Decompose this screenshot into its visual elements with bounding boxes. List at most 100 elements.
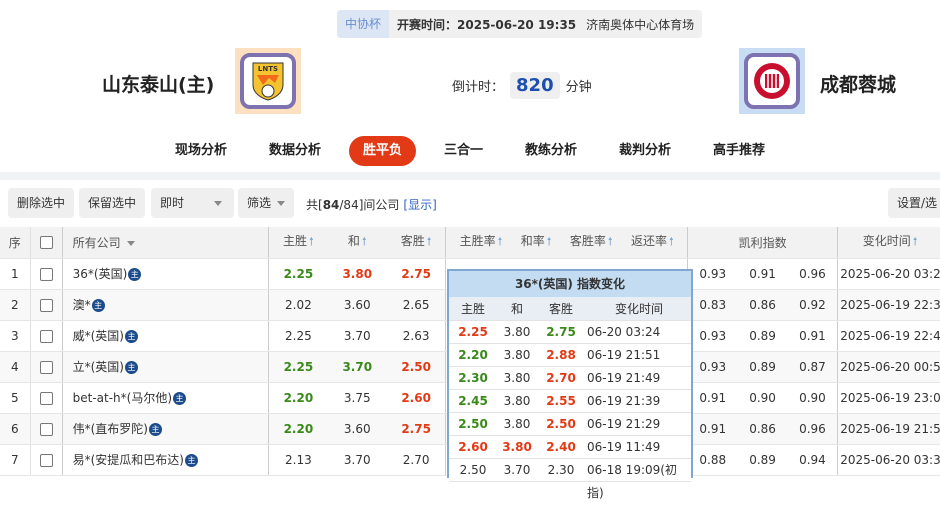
company-name[interactable]: 威*(英国) 主: [62, 320, 270, 352]
mode-select[interactable]: 即时: [151, 188, 234, 218]
company-name[interactable]: 易*(安提瓜和巴布达) 主: [62, 444, 270, 476]
draw-odds[interactable]: 3.70: [327, 444, 387, 476]
away-odds[interactable]: 2.75: [386, 258, 446, 290]
draw-odds[interactable]: 3.75: [327, 382, 387, 414]
main-badge-icon: 主: [128, 268, 142, 281]
tab-2[interactable]: 胜平负: [348, 136, 416, 166]
popup-away: 2.40: [546, 440, 576, 454]
row-seq: 1: [0, 258, 31, 290]
col-return-rate[interactable]: 返还率 🠕: [631, 234, 674, 249]
draw-odds[interactable]: 3.70: [327, 351, 387, 383]
col-home-rate[interactable]: 主胜率 🠕: [459, 234, 503, 249]
row-checkbox[interactable]: [30, 258, 63, 290]
col-away[interactable]: 客胜 🠕: [386, 227, 446, 259]
main-badge-icon: 主: [91, 299, 105, 312]
odds-change-popup: 36*(英国) 指数变化 主胜 和 客胜 变化时间 2.25 3.80 2.75 06…: [447, 269, 693, 500]
popup-time: 06-19 21:29: [587, 417, 661, 431]
col-rates: 主胜率 🠕 和率 🠕 客胜率 🠕 返还率 🠕: [445, 227, 688, 259]
tab-5[interactable]: 裁判分析: [619, 143, 672, 158]
home-odds[interactable]: 2.25: [268, 320, 328, 352]
away-odds[interactable]: 2.60: [386, 382, 446, 414]
home-odds[interactable]: 2.20: [268, 382, 328, 414]
col-away-rate[interactable]: 客胜率 🠕: [569, 234, 613, 249]
popup-time: 06-19 21:39: [587, 394, 661, 408]
change-time: 2025-06-19 22:36: [837, 289, 940, 321]
col-time[interactable]: 变化时间 🠕: [837, 227, 940, 259]
company-name[interactable]: 36*(英国) 主: [62, 258, 270, 290]
home-odds[interactable]: 2.02: [268, 289, 328, 321]
popup-draw: 3.80: [502, 440, 532, 454]
kelly-draw: 0.86: [737, 289, 788, 321]
row-checkbox[interactable]: [30, 382, 63, 414]
draw-odds[interactable]: 3.80: [327, 258, 387, 290]
popup-away: 2.55: [546, 394, 576, 408]
home-odds[interactable]: 2.25: [268, 258, 328, 290]
home-odds[interactable]: 2.25: [268, 351, 328, 383]
draw-odds[interactable]: 3.60: [327, 413, 387, 445]
company-name[interactable]: 澳* 主: [62, 289, 270, 321]
main-badge-icon: 主: [125, 361, 138, 374]
kelly-away: 0.96: [787, 258, 838, 290]
row-seq: 4: [0, 351, 31, 383]
home-team-logo[interactable]: LNTS: [235, 48, 301, 114]
away-odds[interactable]: 2.65: [386, 289, 446, 321]
away-odds[interactable]: 2.70: [386, 444, 446, 476]
kelly-away: 0.91: [787, 320, 838, 352]
away-odds[interactable]: 2.63: [386, 320, 446, 352]
popup-home: 2.20: [458, 348, 488, 362]
svg-text:LNTS: LNTS: [258, 65, 278, 73]
draw-odds[interactable]: 3.70: [327, 320, 387, 352]
away-team-name[interactable]: 成都蓉城: [820, 74, 897, 96]
row-checkbox[interactable]: [30, 444, 63, 476]
change-time: 2025-06-19 23:00: [837, 382, 940, 414]
company-name[interactable]: 立*(英国) 主: [62, 351, 270, 383]
tab-6[interactable]: 高手推荐: [713, 143, 766, 158]
chevron-down-icon: [126, 240, 135, 246]
home-odds[interactable]: 2.20: [268, 413, 328, 445]
tab-4[interactable]: 教练分析: [525, 143, 578, 158]
filter-label: 筛选: [247, 196, 272, 210]
company-name[interactable]: bet-at-h*(马尔他) 主: [62, 382, 270, 414]
popup-away: 2.88: [546, 348, 576, 362]
kelly-draw: 0.89: [737, 320, 788, 352]
popup-away: 2.70: [546, 371, 576, 385]
away-odds[interactable]: 2.75: [386, 413, 446, 445]
keep-selected-button[interactable]: 保留选中: [79, 188, 146, 218]
settings-button[interactable]: 设置/选: [888, 188, 940, 218]
kelly-draw: 0.89: [737, 351, 788, 383]
row-checkbox[interactable]: [30, 289, 63, 321]
kelly-home: 0.88: [687, 444, 738, 476]
col-draw-rate[interactable]: 和率 🠕: [520, 234, 552, 249]
home-team-name[interactable]: 山东泰山(主): [102, 74, 215, 96]
row-checkbox[interactable]: [30, 413, 63, 445]
filter-button[interactable]: 筛选: [238, 188, 295, 218]
kickoff-time: 开赛时间：2025-06-20 19:35: [397, 17, 577, 32]
popup-time: 06-19 21:49: [587, 371, 661, 385]
change-time: 2025-06-19 21:58: [837, 413, 940, 445]
company-name[interactable]: 伟*(直布罗陀) 主: [62, 413, 270, 445]
col-home[interactable]: 主胜 🠕: [268, 227, 328, 259]
row-checkbox[interactable]: [30, 351, 63, 383]
popup-home: 2.50: [458, 417, 488, 431]
popup-away: 2.30: [547, 463, 575, 477]
countdown-value: 820: [510, 72, 560, 99]
tab-0[interactable]: 现场分析: [174, 143, 227, 158]
draw-odds[interactable]: 3.60: [327, 289, 387, 321]
row-checkbox[interactable]: [30, 320, 63, 352]
away-team-logo[interactable]: [739, 48, 805, 114]
kelly-home: 0.83: [687, 289, 738, 321]
home-odds[interactable]: 2.13: [268, 444, 328, 476]
mode-value: 即时: [160, 196, 185, 210]
company-count: 共[84/84]间公司 [显示]: [306, 198, 437, 212]
show-link[interactable]: [显示]: [403, 198, 437, 212]
delete-selected-button[interactable]: 删除选中: [8, 188, 75, 218]
col-draw[interactable]: 和 🠕: [327, 227, 387, 259]
tab-1[interactable]: 数据分析: [268, 143, 321, 158]
away-odds[interactable]: 2.50: [386, 351, 446, 383]
select-all-checkbox[interactable]: [30, 227, 63, 259]
col-seq: 序: [0, 227, 31, 259]
competition-label[interactable]: 中协杯: [337, 10, 390, 38]
tab-3[interactable]: 三合一: [443, 143, 483, 158]
kelly-away: 0.96: [787, 413, 838, 445]
col-company[interactable]: 所有公司: [62, 227, 270, 259]
